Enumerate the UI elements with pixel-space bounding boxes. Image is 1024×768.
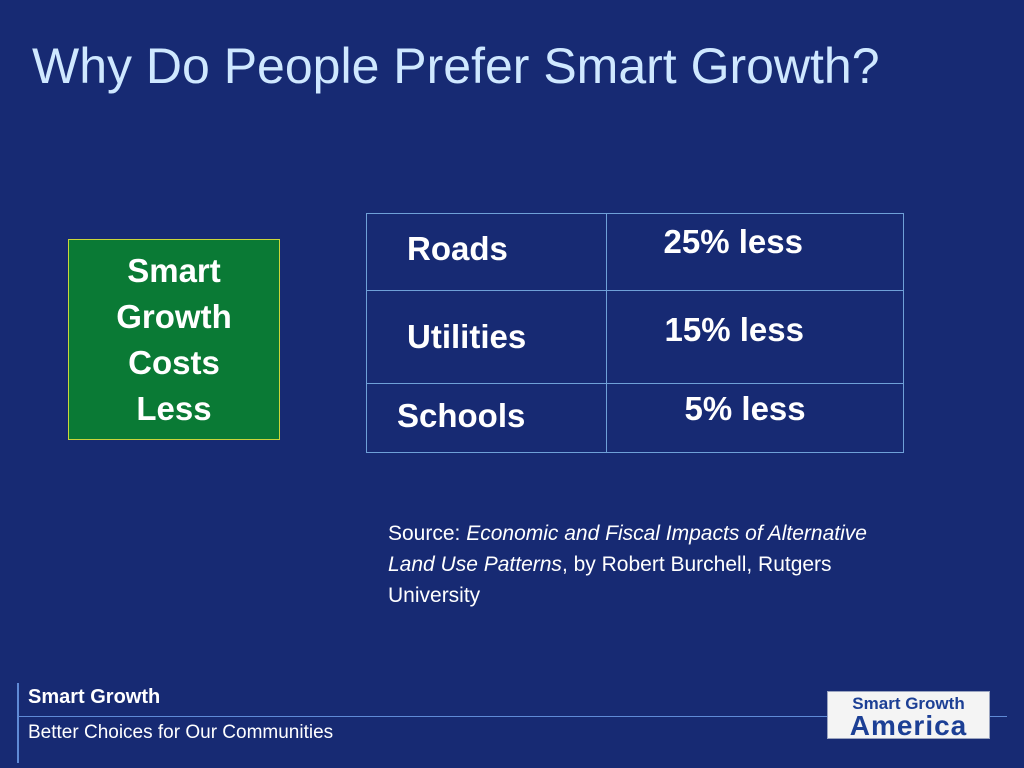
cost-comparison-table: Roads 25% less Utilities 15% less School… xyxy=(366,213,905,453)
table-cell-value: 5% less xyxy=(605,383,905,453)
category-label: Utilities xyxy=(407,318,527,355)
table-cell-category: Schools xyxy=(366,383,607,453)
highlight-line: Costs xyxy=(128,343,220,381)
value-label: 25% less xyxy=(663,223,803,260)
source-citation: Source: Economic and Fiscal Impacts of A… xyxy=(388,518,868,611)
smart-growth-costs-less-box: Smart Growth Costs Less xyxy=(68,239,280,440)
footer-horizontal-divider xyxy=(17,716,1007,717)
footer-subtitle: Better Choices for Our Communities xyxy=(28,722,334,743)
category-label: Roads xyxy=(407,230,508,267)
footer-title: Smart Growth xyxy=(28,686,161,708)
logo-text-line1: Smart Growth xyxy=(852,694,965,713)
table-cell-value: 25% less xyxy=(605,213,905,291)
table-cell-value: 15% less xyxy=(605,290,905,384)
value-label: 15% less xyxy=(664,311,804,348)
source-author: , by Robert Burchell, Rutgers University xyxy=(388,553,832,607)
source-prefix: Source: xyxy=(388,522,467,545)
highlight-line: Growth xyxy=(116,297,232,335)
footer-vertical-divider xyxy=(17,683,19,763)
smart-growth-america-logo: Smart Growth America xyxy=(827,691,990,741)
table-row: Roads 25% less xyxy=(366,213,905,291)
category-label: Schools xyxy=(397,397,526,434)
table-row: Schools 5% less xyxy=(366,383,905,453)
slide-title: Why Do People Prefer Smart Growth? xyxy=(32,38,880,94)
value-label: 5% less xyxy=(684,390,806,427)
table-row: Utilities 15% less xyxy=(366,290,905,384)
table-cell-category: Utilities xyxy=(366,290,607,384)
table-cell-category: Roads xyxy=(366,213,607,291)
highlight-line: Less xyxy=(136,389,212,427)
logo-text-line2: America xyxy=(849,710,968,741)
source-publication-title: Economic and Fiscal Impacts of Alternati… xyxy=(388,522,867,576)
highlight-line: Smart xyxy=(127,251,221,289)
